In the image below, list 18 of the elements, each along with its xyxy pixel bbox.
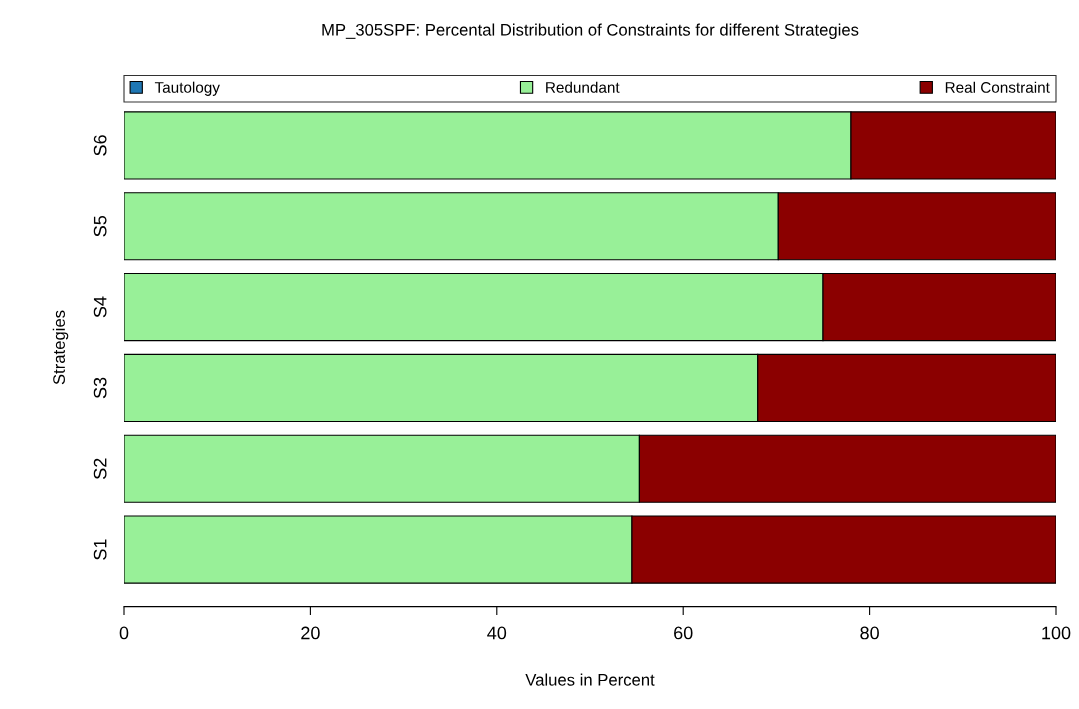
x-axis-title: Values in Percent bbox=[525, 673, 655, 686]
chart-title: MP_305SPF: Percental Distribution of Constraints for different Strategies bbox=[322, 23, 859, 40]
legend-label: Tautology bbox=[154, 81, 220, 96]
y-axis-title: Strategies bbox=[52, 310, 69, 385]
y-tick-label: S4 bbox=[93, 296, 107, 318]
y-tick-label: S3 bbox=[93, 377, 107, 399]
x-tick-label: 60 bbox=[674, 626, 693, 640]
x-tick-label: 0 bbox=[119, 626, 129, 640]
y-tick-label: S6 bbox=[93, 135, 107, 156]
x-tick-label: 80 bbox=[860, 626, 879, 640]
legend-label: Real Constraint bbox=[945, 81, 1050, 93]
legend-label: Redundant bbox=[546, 81, 620, 93]
x-tick-label: 40 bbox=[487, 626, 507, 640]
y-tick-label: S5 bbox=[93, 215, 107, 237]
x-tick-label: 100 bbox=[1042, 626, 1071, 640]
y-tick-label: S1 bbox=[93, 539, 107, 560]
x-tick-label: 20 bbox=[301, 626, 320, 640]
y-tick-label: S2 bbox=[93, 458, 107, 479]
